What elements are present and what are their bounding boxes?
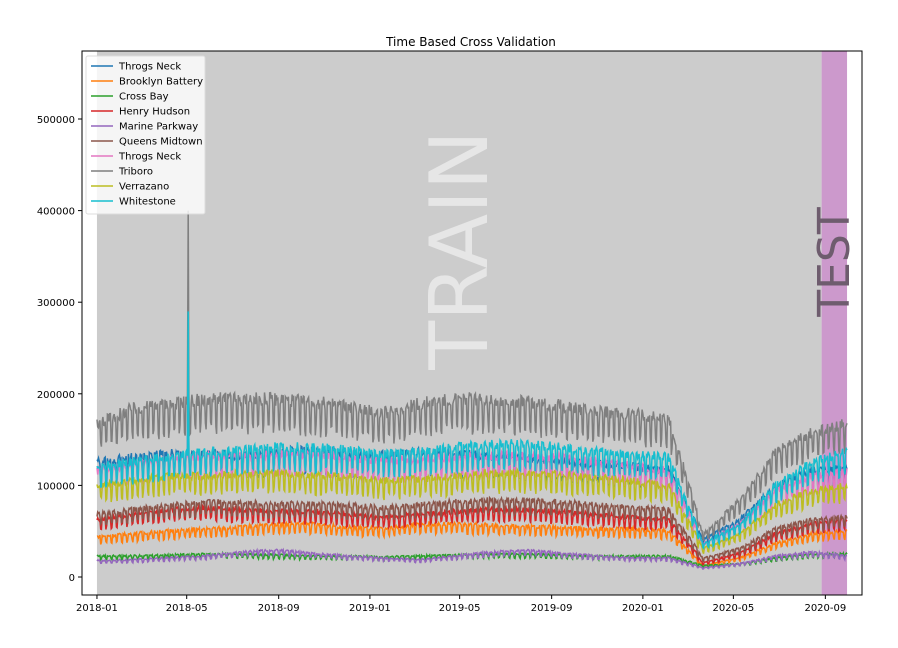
axes-frame [81,50,863,596]
x-tick-label: 2018-05 [166,603,208,614]
legend-entry: Triboro [118,167,153,178]
x-tick-label: 2019-01 [349,603,391,614]
series-line-8 [96,466,848,554]
y-tick-label: 200000 [37,390,75,401]
legend-entry: Brooklyn Battery [119,77,203,88]
y-tick-label: 100000 [37,481,75,492]
series-line-7 [96,210,848,541]
region-test [821,51,848,595]
legend-entry: Cross Bay [119,92,169,103]
series-line-5 [96,495,848,563]
legend-entry: Throgs Neck [118,62,181,73]
x-tick-label: 2020-01 [622,603,664,614]
legend-entry: Henry Hudson [119,107,190,118]
y-tick-label: 500000 [37,115,75,126]
y-tick-label: 0 [69,573,75,584]
series-line-4 [96,547,848,570]
legend-entry: Verrazano [119,182,169,193]
x-tick-label: 2019-05 [439,603,481,614]
region-label-train: TRAIN [413,130,506,370]
x-tick-label: 2019-09 [531,603,573,614]
chart-title: Time Based Cross Validation [385,35,556,49]
legend-entry: Queens Midtown [119,137,203,148]
x-tick-label: 2018-09 [258,603,300,614]
plot-area: TRAIN TEST [96,51,860,595]
axes: 2018-01 2018-05 2018-09 2019-01 2019-05 2019-… [37,50,863,614]
series-line-3 [96,503,848,566]
series-line-9 [96,311,848,550]
legend-entry: Whitestone [119,197,176,208]
x-tick-label: 2020-09 [804,603,846,614]
x-tick-label: 2018-01 [76,603,118,614]
legend: Throgs Neck Brooklyn Battery Cross Bay Henr… [85,55,206,215]
y-tick-label: 300000 [37,298,75,309]
legend-entry: Throgs Neck [118,152,181,163]
series-line-1 [96,519,848,568]
legend-entry: Marine Parkway [119,122,198,133]
region-label-test: TEST [809,207,860,318]
y-tick-label: 400000 [37,207,75,218]
series-group [96,210,848,570]
x-tick-label: 2020-05 [712,603,754,614]
legend-box [85,55,206,215]
